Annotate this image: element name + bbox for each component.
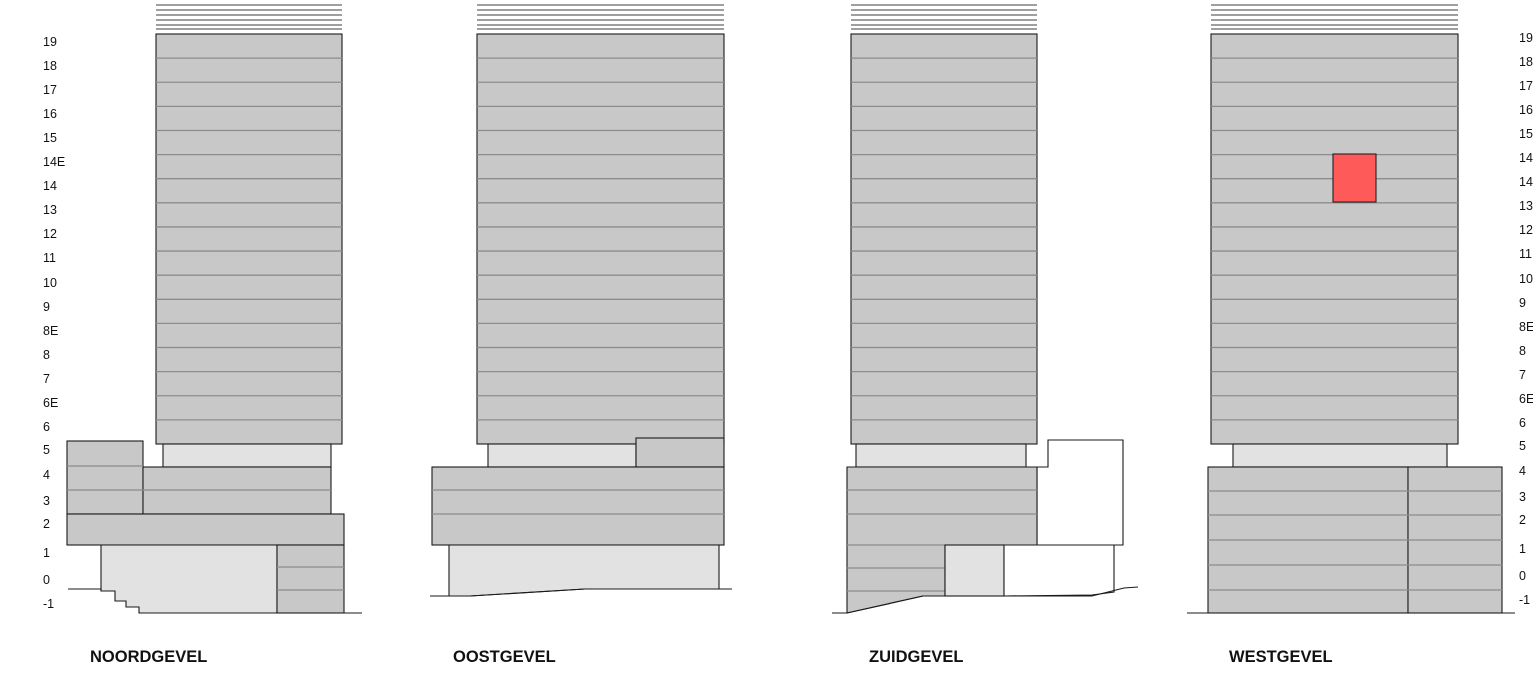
level-label: 18	[1519, 55, 1533, 69]
ground-line-north-left	[68, 588, 102, 591]
level-label: 5	[1519, 439, 1526, 453]
level-label: 4	[43, 468, 50, 482]
level-label: 6E	[1519, 392, 1533, 406]
ground-line-south	[832, 586, 1139, 614]
level-label: 3	[1519, 490, 1526, 504]
level-label: 7	[43, 372, 50, 386]
facade-west	[1187, 4, 1515, 614]
level-label: 8E	[1519, 320, 1533, 334]
highlighted-unit-marker	[1332, 153, 1377, 203]
level-label: 14E	[1519, 151, 1533, 165]
roof-lines-west	[1211, 4, 1458, 30]
level-label: 10	[43, 276, 57, 290]
level-label: 18	[43, 59, 57, 73]
podium-base-north	[66, 513, 345, 546]
level-label: 14	[43, 179, 57, 193]
level-label: 2	[1519, 513, 1526, 527]
roof-lines-east	[477, 4, 724, 30]
level-label: 8	[43, 348, 50, 362]
level-label: 16	[1519, 103, 1533, 117]
basement-block-north	[276, 544, 345, 614]
tower-east	[476, 33, 725, 445]
level-label: 11	[43, 251, 56, 265]
level-label: 4	[1519, 464, 1526, 478]
level-label: 19	[1519, 31, 1533, 45]
entrance-void-east	[448, 544, 720, 597]
level-label: 7	[1519, 368, 1526, 382]
tower-south	[850, 33, 1038, 445]
level-label: 8	[1519, 344, 1526, 358]
level-label: 1	[1519, 542, 1526, 556]
level-label: 3	[43, 494, 50, 508]
level-label: 9	[43, 300, 50, 314]
level-label: 17	[1519, 79, 1533, 93]
level-label: 15	[1519, 127, 1533, 141]
ground-line-east	[430, 588, 732, 597]
level-label: 12	[1519, 223, 1533, 237]
roof-lines-south	[851, 4, 1037, 30]
facade-north	[66, 4, 362, 614]
level-label: -1	[1519, 593, 1530, 607]
annex-lower-south	[1003, 544, 1115, 597]
title-oostgevel: OOSTGEVEL	[453, 648, 556, 666]
annex-outline-south	[1026, 439, 1124, 546]
level-label: 6	[43, 420, 50, 434]
tower-north	[155, 33, 343, 445]
podium-east	[431, 466, 725, 546]
level-label: 13	[43, 203, 57, 217]
level-label: 12	[43, 227, 57, 241]
roof-lines-north	[156, 4, 342, 30]
plinth-setback-west	[1232, 443, 1448, 468]
floor-lines-north	[156, 57, 342, 421]
level-label: 19	[43, 35, 57, 49]
floor-lines-south	[851, 57, 1037, 421]
tower-west	[1210, 33, 1459, 445]
level-label: 9	[1519, 296, 1526, 310]
title-westgevel: WESTGEVEL	[1229, 648, 1333, 666]
level-label: 14E	[43, 155, 65, 169]
level-label: 6	[1519, 416, 1526, 430]
plinth-setback-north	[162, 443, 332, 468]
level-label: 16	[43, 107, 57, 121]
level-label: -1	[43, 597, 54, 611]
entrance-void-south	[944, 544, 1005, 597]
level-label: 11	[1519, 247, 1532, 261]
level-label: 1	[43, 546, 50, 560]
level-label: 10	[1519, 272, 1533, 286]
level-label: 6E	[43, 396, 58, 410]
title-zuidgevel: ZUIDGEVEL	[869, 648, 963, 666]
level-label: 2	[43, 517, 50, 531]
level-label: 0	[1519, 569, 1526, 583]
facade-south	[832, 4, 1139, 614]
podium-left-north	[66, 440, 144, 515]
entrance-void-north	[100, 544, 278, 614]
level-label: 13	[1519, 199, 1533, 213]
plinth-setback-south	[855, 443, 1027, 468]
level-label: 14	[1519, 175, 1533, 189]
floor-lines-west-podium	[1208, 490, 1502, 591]
level-label: 8E	[43, 324, 58, 338]
level-label: 0	[43, 573, 50, 587]
floor-lines-east	[477, 57, 724, 421]
level-label: 5	[43, 443, 50, 457]
podium-raised-east	[635, 437, 725, 468]
level-label: 17	[43, 83, 57, 97]
title-noordgevel: NOORDGEVEL	[90, 648, 207, 666]
level-label: 15	[43, 131, 57, 145]
plinth-setback-east	[487, 443, 637, 468]
facade-east	[430, 4, 732, 597]
